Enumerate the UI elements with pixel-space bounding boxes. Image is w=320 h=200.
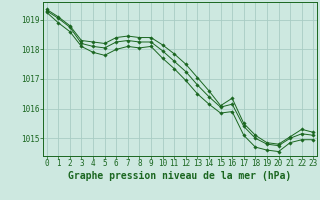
X-axis label: Graphe pression niveau de la mer (hPa): Graphe pression niveau de la mer (hPa) <box>68 171 292 181</box>
